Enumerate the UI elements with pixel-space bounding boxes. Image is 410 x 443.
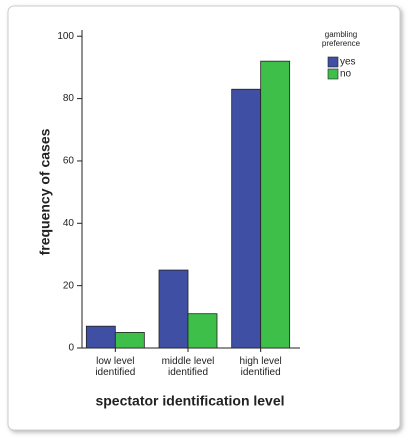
legend-label: yes (340, 57, 356, 68)
bar (260, 60, 291, 349)
y-tick-label: 60 (63, 156, 75, 167)
bar (114, 332, 145, 349)
x-tick-label: low level identified (95, 356, 135, 378)
y-tick-label: 80 (63, 93, 75, 104)
y-tick-label: 40 (63, 218, 75, 229)
y-tick-label: 20 (63, 280, 75, 291)
bar (85, 325, 116, 349)
legend-swatch (327, 56, 339, 68)
y-axis-label: frequency of cases (37, 128, 53, 255)
frame (7, 5, 401, 431)
legend-title: gambling preference (322, 30, 361, 48)
y-tick-label: 100 (57, 31, 74, 42)
x-axis-label: spectator identification level (95, 393, 284, 409)
y-tick-label: 0 (68, 343, 74, 354)
bar (231, 88, 262, 349)
bar (158, 269, 189, 349)
bar (187, 313, 218, 349)
x-tick-label: high level identified (240, 356, 282, 378)
legend-swatch (327, 68, 339, 80)
legend-label: no (340, 69, 352, 80)
x-tick-label: middle level identified (162, 356, 215, 378)
